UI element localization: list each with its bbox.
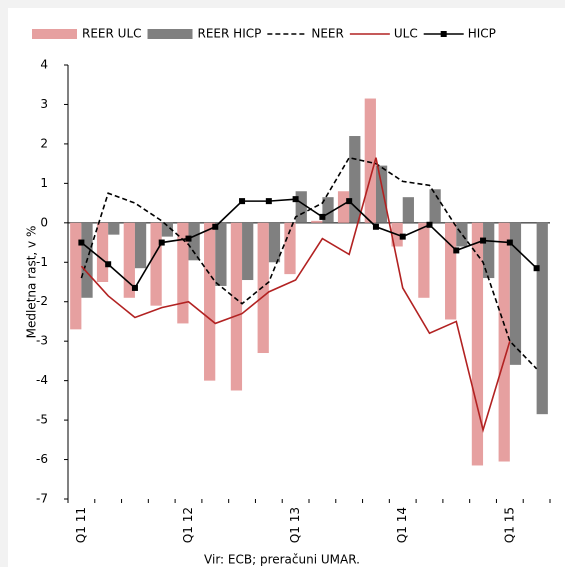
legend-marker xyxy=(440,31,447,37)
bar xyxy=(322,197,334,223)
legend-swatch xyxy=(147,29,193,39)
marker xyxy=(426,221,433,228)
marker xyxy=(399,233,406,240)
line xyxy=(80,156,538,370)
bar xyxy=(295,191,307,223)
y-tick-label: 4 xyxy=(40,58,48,72)
marker xyxy=(131,284,138,291)
bar xyxy=(123,222,135,298)
y-tick-label: -1 xyxy=(36,255,48,269)
marker xyxy=(346,198,353,205)
legend-label: REER HICP xyxy=(198,27,262,41)
marker xyxy=(292,196,299,203)
y-tick-label: 1 xyxy=(40,176,48,190)
marker xyxy=(265,198,272,205)
bar xyxy=(150,222,162,306)
marker xyxy=(185,235,192,242)
bar xyxy=(108,222,120,235)
x-tick-label: Q1 13 xyxy=(288,507,302,543)
y-tick-label: -3 xyxy=(36,334,48,348)
y-tick-label: 0 xyxy=(40,215,48,229)
marker xyxy=(78,239,85,246)
bar xyxy=(349,136,361,223)
bar xyxy=(337,191,350,223)
marker xyxy=(453,247,460,254)
bar xyxy=(177,222,189,324)
line xyxy=(80,157,511,433)
legend-label: HICP xyxy=(468,27,496,41)
bar xyxy=(375,165,388,223)
marker xyxy=(372,223,379,230)
bar xyxy=(483,222,495,279)
legend-label: REER ULC xyxy=(82,27,142,41)
x-tick-label: Q1 11 xyxy=(74,507,88,543)
bar xyxy=(70,222,82,330)
y-tick-label: 2 xyxy=(40,136,48,150)
bar xyxy=(257,222,269,354)
y-tick-label: -2 xyxy=(36,294,48,308)
marker xyxy=(533,265,540,272)
x-tick-label: Q1 14 xyxy=(395,507,409,543)
marker xyxy=(506,239,513,246)
legend-label: NEER xyxy=(311,27,343,41)
bar xyxy=(96,222,109,282)
bar xyxy=(204,222,216,381)
bar xyxy=(418,222,430,298)
y-axis-label: Medletna rast, v % xyxy=(25,226,39,339)
bar xyxy=(161,222,173,237)
marker xyxy=(480,237,487,244)
bar xyxy=(268,222,281,263)
bar xyxy=(445,222,457,320)
bar xyxy=(188,222,200,261)
legend-label: ULC xyxy=(394,27,418,41)
marker xyxy=(212,223,219,230)
bar xyxy=(536,222,548,415)
bar xyxy=(230,222,243,391)
y-tick-label: -7 xyxy=(36,492,48,506)
bar xyxy=(471,222,484,466)
x-tick-label: Q1 12 xyxy=(181,507,195,543)
bar xyxy=(456,222,468,247)
y-tick-label: 3 xyxy=(40,97,48,111)
marker xyxy=(158,239,165,246)
bar xyxy=(284,222,296,275)
bar xyxy=(242,222,254,281)
line xyxy=(80,198,538,290)
marker xyxy=(319,213,326,220)
bar xyxy=(215,222,227,286)
x-tick-label: Q1 15 xyxy=(502,507,516,543)
y-tick-label: -6 xyxy=(36,452,48,466)
bar xyxy=(364,98,376,223)
bar xyxy=(134,222,147,269)
y-tick-label: -4 xyxy=(36,373,48,387)
bar xyxy=(429,189,441,223)
marker xyxy=(239,198,246,205)
bar xyxy=(509,222,522,365)
legend-swatch xyxy=(32,29,77,39)
bar xyxy=(402,197,414,223)
source: Vir: ECB; preračuni UMAR. xyxy=(204,553,360,567)
bar xyxy=(311,220,323,223)
marker xyxy=(105,261,112,268)
bar xyxy=(498,222,510,462)
y-tick-label: -5 xyxy=(36,413,48,427)
